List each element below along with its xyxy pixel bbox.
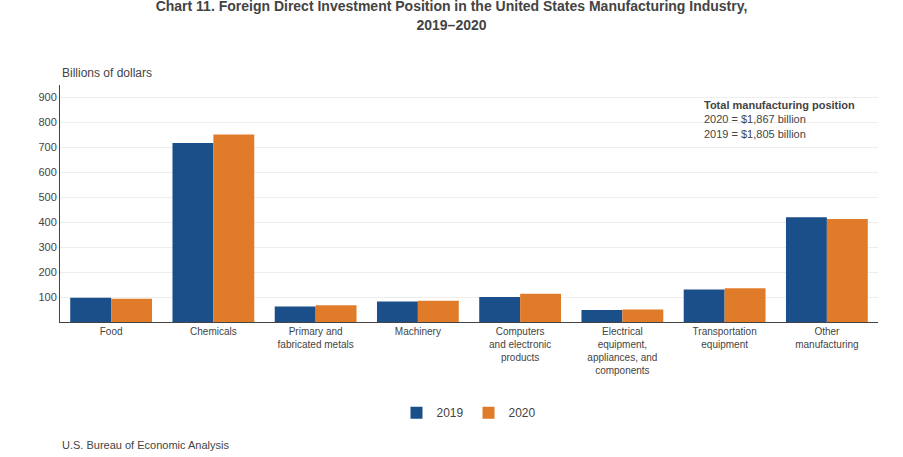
svg-text:Computersand electronicproduct: Computersand electronicproducts (489, 326, 551, 363)
svg-text:700: 700 (38, 141, 56, 153)
svg-text:Electricalequipment,appliances: Electricalequipment,appliances, andcompo… (587, 326, 657, 376)
svg-text:Billions of dollars: Billions of dollars (62, 66, 152, 80)
svg-text:300: 300 (38, 241, 56, 253)
svg-text:Transportationequipment: Transportationequipment (693, 326, 757, 350)
svg-text:Chemicals: Chemicals (190, 326, 237, 337)
svg-text:800: 800 (38, 116, 56, 128)
svg-text:100: 100 (38, 291, 56, 303)
svg-text:200: 200 (38, 266, 56, 278)
svg-text:Othermanufacturing: Othermanufacturing (795, 326, 858, 350)
svg-text:2019: 2019 (437, 406, 464, 420)
svg-text:500: 500 (38, 191, 56, 203)
svg-text:U.S. Bureau of Economic Analys: U.S. Bureau of Economic Analysis (62, 439, 229, 451)
svg-text:Food: Food (100, 326, 123, 337)
svg-text:Machinery: Machinery (395, 326, 441, 337)
svg-text:2020: 2020 (509, 406, 536, 420)
svg-text:600: 600 (38, 166, 56, 178)
svg-text:900: 900 (38, 91, 56, 103)
svg-text:400: 400 (38, 216, 56, 228)
svg-text:Primary andfabricated metals: Primary andfabricated metals (278, 326, 354, 350)
svg-text:Total manufacturing position20: Total manufacturing position2020 = $1,86… (704, 99, 855, 140)
svg-text:Chart 11. Foreign Direct Inves: Chart 11. Foreign Direct Investment Posi… (156, 0, 748, 33)
